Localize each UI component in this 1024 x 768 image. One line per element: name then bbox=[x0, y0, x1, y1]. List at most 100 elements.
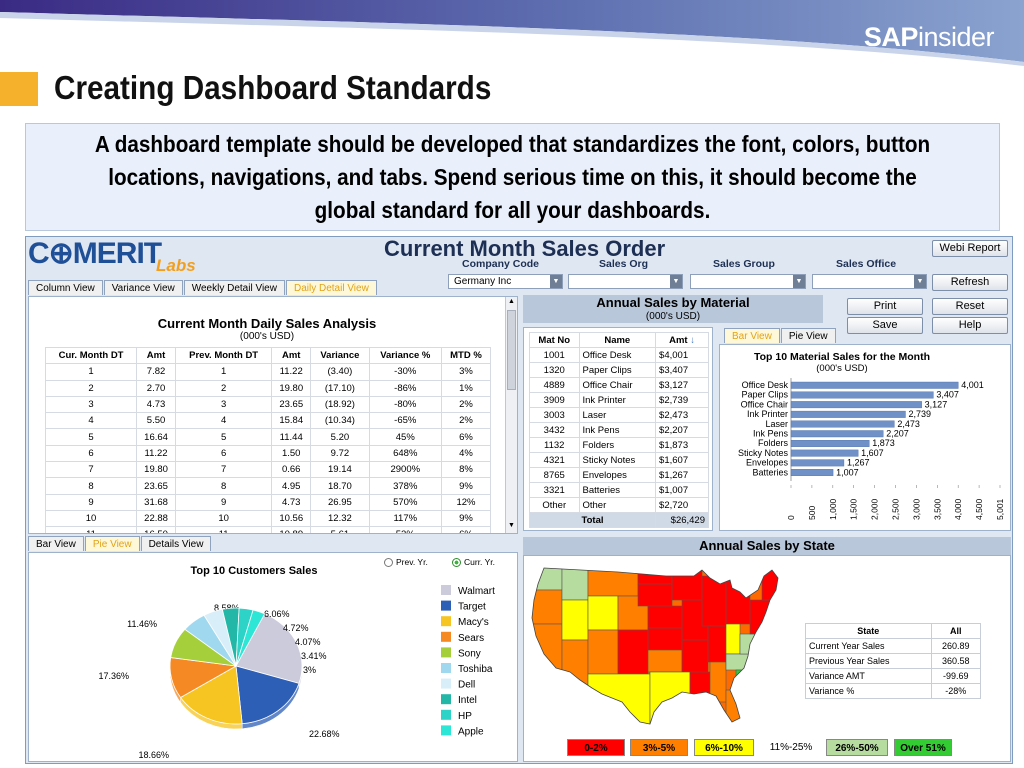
state-shape[interactable] bbox=[526, 589, 563, 625]
bar-category-label: Envelopes bbox=[746, 458, 789, 468]
chevron-down-icon: ▼ bbox=[550, 275, 562, 288]
table-row[interactable]: 3003 Laser $2,473 bbox=[529, 407, 709, 423]
state-shape[interactable] bbox=[637, 560, 673, 585]
webi-report-button[interactable]: Webi Report bbox=[932, 240, 1008, 257]
state-shape[interactable] bbox=[749, 599, 784, 635]
daily-scrollbar[interactable]: ▲ ▼ bbox=[505, 297, 517, 533]
table-cell: 31.68 bbox=[136, 493, 177, 511]
table-row[interactable]: 1116.501110.895.6152%6% bbox=[44, 526, 492, 533]
state-shape[interactable] bbox=[707, 625, 727, 663]
radio-curr-year[interactable]: Curr. Yr. bbox=[452, 557, 495, 567]
sales-office-select[interactable]: ▼ bbox=[812, 274, 927, 289]
state-shape[interactable] bbox=[637, 583, 673, 607]
table-row[interactable]: 2 2.70 2 19.80 (17.10) -86% 1% bbox=[44, 379, 492, 397]
column-header-amt[interactable]: Amt ↓ bbox=[655, 332, 709, 348]
radio-unchecked-icon[interactable] bbox=[384, 557, 393, 567]
pie-slice bbox=[235, 609, 266, 667]
state-shape[interactable] bbox=[587, 560, 639, 597]
table-cell: 1320 bbox=[529, 362, 580, 378]
table-row[interactable]: 1132 Folders $1,873 bbox=[529, 437, 709, 453]
table-row[interactable]: 1001 Office Desk $4,001 bbox=[529, 347, 709, 363]
state-shape[interactable] bbox=[561, 560, 589, 601]
state-shape[interactable] bbox=[617, 629, 649, 675]
save-button[interactable]: Save bbox=[847, 317, 923, 334]
scroll-thumb[interactable] bbox=[507, 310, 516, 390]
table-row[interactable]: 4 5.50 4 15.84 (10.34) -65% 2% bbox=[44, 412, 492, 430]
tab-bar-view[interactable]: Bar View bbox=[724, 328, 780, 343]
logo-text: C⊕MERIT bbox=[28, 237, 162, 270]
state-shape[interactable] bbox=[725, 623, 741, 655]
state-shape[interactable] bbox=[647, 627, 683, 651]
table-row[interactable]: 4321 Sticky Notes $1,607 bbox=[529, 452, 709, 468]
table-cell: 9.72 bbox=[310, 444, 370, 463]
company-code-select[interactable]: Germany Inc ▼ bbox=[448, 274, 563, 289]
sales-org-select[interactable]: ▼ bbox=[568, 274, 683, 289]
material-heading: Annual Sales by Material (000's USD) bbox=[523, 295, 823, 323]
table-row[interactable]: 3432 Ink Pens $2,207 bbox=[529, 422, 709, 438]
state-shape[interactable] bbox=[701, 575, 727, 627]
table-row[interactable]: 6 11.22 6 1.50 9.72 648% 4% bbox=[44, 444, 492, 463]
refresh-button[interactable]: Refresh bbox=[932, 274, 1008, 291]
radio-checked-icon[interactable] bbox=[452, 557, 461, 567]
table-row[interactable]: 4889 Office Chair $3,127 bbox=[529, 377, 709, 393]
state-shape[interactable] bbox=[725, 579, 751, 625]
table-row[interactable]: 1320 Paper Clips $3,407 bbox=[529, 362, 709, 378]
brand-sap: SAP bbox=[863, 22, 919, 52]
state-shape[interactable] bbox=[587, 673, 651, 730]
tab-details-view[interactable]: Details View bbox=[140, 536, 212, 551]
state-shape[interactable] bbox=[739, 633, 767, 655]
table-cell: 10 bbox=[175, 509, 273, 528]
bar-category-label: Batteries bbox=[752, 467, 788, 477]
state-shape[interactable] bbox=[561, 599, 589, 641]
state-shape[interactable] bbox=[671, 560, 703, 601]
scroll-down-icon[interactable]: ▼ bbox=[508, 522, 515, 529]
tab-column-view[interactable]: Column View bbox=[28, 280, 103, 295]
state-shape[interactable] bbox=[647, 649, 683, 673]
table-cell: Current Year Sales bbox=[805, 638, 932, 654]
state-shape[interactable] bbox=[761, 560, 784, 601]
state-shape[interactable] bbox=[587, 595, 619, 631]
state-shape[interactable] bbox=[681, 639, 709, 675]
table-cell: Folders bbox=[578, 437, 657, 453]
table-cell: 5 bbox=[44, 428, 138, 446]
tab-pie-view-bottom[interactable]: Pie View bbox=[84, 536, 140, 551]
table-cell: 5 bbox=[175, 428, 273, 446]
state-shape[interactable] bbox=[735, 669, 763, 691]
table-row[interactable]: 3321 Batteries $1,007 bbox=[529, 482, 709, 498]
sales-group-select[interactable]: ▼ bbox=[690, 274, 806, 289]
table-row[interactable]: 8 23.65 8 4.95 18.70 378% 9% bbox=[44, 477, 492, 495]
table-row[interactable]: Other Other $2,720 bbox=[529, 497, 709, 513]
table-row[interactable]: 9 31.68 9 4.73 26.95 570% 12% bbox=[44, 493, 492, 511]
state-shape[interactable] bbox=[526, 560, 563, 591]
radio-prev-year[interactable]: Prev. Yr. bbox=[384, 557, 428, 567]
state-shape[interactable] bbox=[587, 629, 619, 675]
tab-bar-view-bottom[interactable]: Bar View bbox=[28, 536, 84, 551]
legend-item: 26%-50% bbox=[826, 739, 888, 756]
table-row[interactable]: 8765 Envelopes $1,267 bbox=[529, 467, 709, 483]
table-row[interactable]: 3909 Ink Printer $2,739 bbox=[529, 392, 709, 408]
reset-button[interactable]: Reset bbox=[932, 298, 1008, 315]
table-row[interactable]: 7 19.80 7 0.66 19.14 2900% 8% bbox=[44, 461, 492, 479]
bar bbox=[790, 401, 922, 409]
table-row[interactable]: 5 16.64 5 11.44 5.20 45% 6% bbox=[44, 428, 492, 446]
tab-daily-detail-view[interactable]: Daily Detail View bbox=[285, 280, 377, 295]
state-shape[interactable] bbox=[709, 661, 727, 703]
sort-arrow-down-icon[interactable]: ↓ bbox=[690, 334, 695, 346]
table-cell: 10.56 bbox=[271, 509, 312, 528]
table-cell: 8 bbox=[175, 477, 273, 495]
print-button[interactable]: Print bbox=[847, 298, 923, 315]
tab-weekly-detail-view[interactable]: Weekly Detail View bbox=[183, 280, 285, 295]
table-cell: 11 bbox=[175, 526, 273, 533]
state-shape[interactable] bbox=[649, 671, 691, 730]
tab-pie-view[interactable]: Pie View bbox=[780, 328, 836, 343]
table-row[interactable]: 3 4.73 3 23.65 (18.92) -80% 2% bbox=[44, 395, 492, 414]
table-cell: $3,127 bbox=[655, 377, 709, 393]
table-cell: (17.10) bbox=[310, 379, 370, 397]
scroll-up-icon[interactable]: ▲ bbox=[508, 298, 515, 305]
column-header: All bbox=[930, 623, 981, 639]
table-row[interactable]: 1 7.82 1 11.22 (3.40) -30% 3% bbox=[44, 363, 492, 381]
table-row[interactable]: 10 22.88 10 10.56 12.32 117% 9% bbox=[44, 509, 492, 528]
state-shape[interactable] bbox=[647, 605, 683, 629]
tab-variance-view[interactable]: Variance View bbox=[103, 280, 183, 295]
help-button[interactable]: Help bbox=[932, 317, 1008, 334]
